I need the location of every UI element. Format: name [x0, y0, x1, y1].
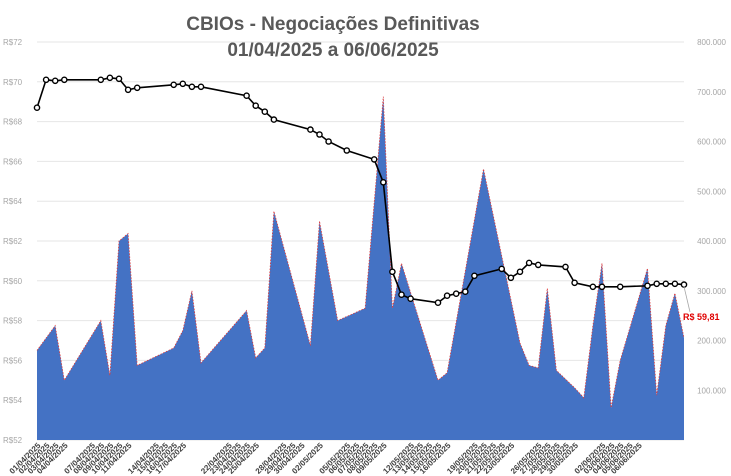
- volume-area: [37, 96, 684, 440]
- y-left-tick-label: R$58: [3, 317, 23, 326]
- price-point: [680, 281, 688, 288]
- y-right-tick-label: 600.000: [697, 138, 726, 147]
- price-point: [507, 274, 515, 282]
- price-point: [307, 126, 314, 133]
- price-line: [36, 76, 685, 304]
- price-point: [316, 131, 323, 138]
- last-price-label: R$ 59,81: [683, 312, 720, 322]
- price-point: [616, 283, 624, 291]
- y-left-tick-label: R$68: [3, 118, 23, 127]
- price-point: [97, 76, 105, 84]
- y-right-tick-label: 500.000: [697, 187, 726, 196]
- price-point: [325, 138, 332, 145]
- price-point: [398, 291, 405, 299]
- price-point: [525, 259, 533, 267]
- price-point: [498, 265, 506, 273]
- price-point: [261, 108, 269, 115]
- price-point: [188, 83, 196, 91]
- y-left-tick-label: R$66: [3, 157, 23, 166]
- last-price-callout: R$ 59,81: [683, 286, 720, 322]
- y-axis-left: R$52 R$54 R$56 R$58 R$60 R$62 R$64 R$66 R$68 R$70…: [3, 38, 23, 445]
- y-left-tick-label: R$70: [3, 78, 23, 87]
- price-point: [124, 86, 132, 94]
- price-point: [115, 75, 123, 83]
- price-point: [434, 299, 442, 307]
- volume-area-series: [36, 96, 685, 440]
- y-right-tick-label: 100.000: [697, 386, 726, 395]
- price-point: [571, 279, 578, 287]
- price-point: [106, 74, 114, 82]
- price-point: [170, 81, 177, 89]
- y-right-tick-label: 700.000: [697, 88, 726, 97]
- price-point: [33, 104, 41, 111]
- price-point: [379, 178, 387, 186]
- price-point: [407, 295, 414, 303]
- price-point: [443, 292, 451, 300]
- price-point: [197, 83, 205, 91]
- y-left-tick-label: R$54: [3, 396, 23, 405]
- price-point: [51, 77, 59, 85]
- y-right-tick-label: 800.000: [697, 38, 726, 47]
- price-point: [133, 84, 141, 92]
- y-left-tick-label: R$56: [3, 356, 23, 365]
- y-left-tick-label: R$64: [3, 197, 23, 206]
- y-right-tick-label: 300.000: [697, 287, 726, 296]
- y-right-tick-label: 400.000: [697, 237, 726, 246]
- price-point: [589, 283, 597, 291]
- y-left-tick-label: R$52: [3, 436, 23, 445]
- price-point: [534, 261, 542, 269]
- y-left-tick-label: R$72: [3, 38, 23, 47]
- price-point: [343, 147, 351, 154]
- price-point: [370, 156, 378, 163]
- price-point: [61, 76, 68, 84]
- y-axis-right: 100.000 200.000 300.000 400.000 500.000 600.0…: [697, 38, 726, 395]
- price-point: [243, 92, 250, 99]
- price-point: [252, 102, 259, 109]
- price-point: [461, 288, 469, 296]
- chart-subtitle: 01/04/2025 a 06/06/2025: [227, 40, 439, 61]
- y-left-tick-label: R$62: [3, 237, 23, 246]
- price-point: [471, 272, 478, 280]
- price-point: [671, 280, 679, 288]
- chart-title: CBIOs - Negociações Definitivas: [186, 14, 480, 35]
- price-point: [562, 263, 569, 271]
- price-point: [452, 290, 460, 298]
- price-point: [662, 280, 670, 288]
- price-point: [389, 268, 396, 276]
- price-point: [644, 282, 651, 290]
- price-point: [270, 116, 278, 123]
- price-point: [42, 76, 50, 84]
- price-point: [653, 280, 661, 288]
- volume-area-edge: [36, 96, 685, 408]
- price-point: [179, 80, 187, 88]
- price-line-series: [33, 74, 688, 307]
- y-right-tick-label: 200.000: [697, 337, 726, 346]
- y-left-tick-label: R$60: [3, 277, 23, 286]
- price-point: [598, 283, 606, 291]
- x-axis: 01/04/202502/04/202503/04/202504/04/2025…: [8, 441, 644, 476]
- callout-leader: [683, 286, 691, 313]
- price-point: [516, 268, 524, 276]
